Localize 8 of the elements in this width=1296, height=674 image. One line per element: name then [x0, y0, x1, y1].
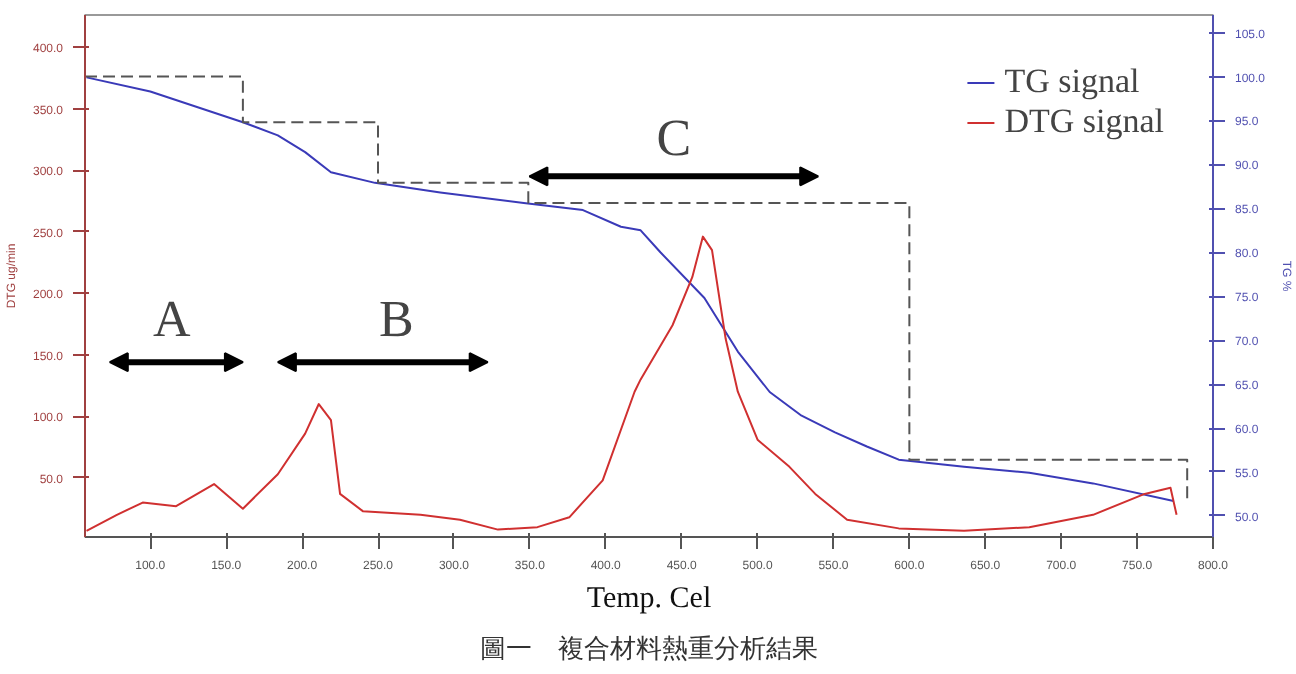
annotation: B: [378, 290, 414, 349]
legend-label: TG signal: [1004, 62, 1140, 102]
text: 圖一 複合材料熱重分析結果: [480, 635, 818, 665]
line-series: [85, 235, 1178, 532]
legend-label: DTG signal: [1004, 102, 1164, 142]
annotation: A: [153, 290, 192, 349]
annotation: C: [656, 109, 692, 168]
x-axis-title: Temp. Cel: [586, 583, 712, 615]
